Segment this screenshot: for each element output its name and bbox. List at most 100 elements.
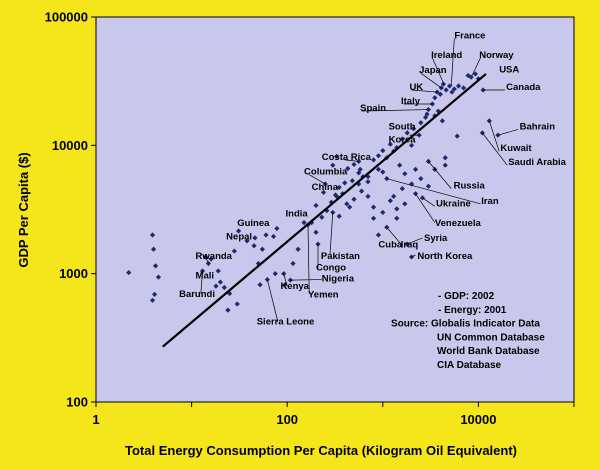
data-point: [435, 108, 441, 114]
data-point: [336, 213, 342, 219]
data-point: [422, 114, 429, 121]
data-point: [380, 209, 386, 216]
data-point: [375, 232, 382, 238]
data-point: [451, 86, 457, 92]
y-tick-label: 1000: [59, 266, 88, 281]
country-label: Yemen: [308, 290, 339, 301]
leader-line: [344, 159, 359, 162]
trend-line: [162, 73, 487, 348]
country-label: Syria: [424, 233, 448, 244]
country-label: Ireland: [431, 50, 462, 61]
source-note-line: - Energy: 2001: [438, 305, 507, 316]
data-point: [213, 283, 219, 289]
data-point: [332, 192, 339, 198]
data-point: [384, 176, 390, 182]
data-point: [402, 201, 408, 207]
data-point: [454, 133, 460, 139]
data-point: [397, 162, 403, 168]
data-point: [215, 268, 221, 274]
data-point: [313, 202, 319, 209]
data-point: [217, 279, 223, 285]
leader-line: [200, 270, 203, 294]
leader-line: [283, 273, 288, 287]
data-point: [365, 193, 371, 200]
data-point: [149, 297, 156, 303]
x-tick-label: 10000: [460, 412, 496, 427]
data-point: [411, 126, 417, 132]
y-tick-label: 100: [66, 395, 88, 410]
country-label: Mali: [196, 270, 214, 281]
data-point: [468, 74, 474, 80]
data-point: [320, 189, 327, 195]
data-point: [251, 243, 257, 249]
data-point: [418, 176, 424, 182]
source-note-line: - GDP: 2002: [438, 291, 495, 302]
leader-line: [482, 132, 508, 166]
data-point: [225, 307, 231, 313]
country-label: Cuba: [378, 239, 402, 250]
data-point: [357, 166, 363, 172]
country-label: Rwanda: [196, 251, 233, 262]
source-note-line: World Bank Database: [437, 346, 540, 357]
leader-line: [290, 279, 322, 281]
data-point: [252, 235, 258, 241]
country-label: Korea: [389, 135, 417, 146]
leader-line: [205, 256, 209, 264]
data-point: [425, 183, 432, 189]
x-tick-label: 100: [276, 412, 298, 427]
leader-line: [386, 227, 400, 243]
y-tick-label: 100000: [45, 10, 88, 25]
country-label: UK: [409, 82, 423, 93]
country-label: USA: [499, 64, 519, 75]
leader-line: [307, 224, 310, 294]
country-label: Kenya: [280, 281, 309, 292]
data-point: [330, 162, 336, 168]
data-point: [455, 83, 462, 89]
leader-line: [407, 237, 423, 245]
leader-line: [361, 109, 429, 112]
data-point: [274, 225, 280, 232]
leader-line: [386, 178, 481, 205]
data-point: [347, 204, 353, 210]
data-point: [443, 87, 449, 93]
country-label: Congo: [316, 262, 346, 273]
source-notes: - GDP: 2002 - Energy: 2001 Source: Globali…: [391, 291, 545, 371]
data-point: [257, 282, 263, 288]
country-label: India: [286, 208, 309, 219]
country-label: Nepal: [226, 231, 252, 242]
data-point: [336, 184, 342, 191]
country-label: Nigeria: [322, 273, 355, 284]
country-label: Kuwait: [500, 143, 532, 154]
data-point: [412, 166, 419, 172]
data-point: [387, 141, 393, 147]
data-point: [408, 142, 415, 148]
data-point: [126, 269, 132, 276]
country-label: Sierra Leone: [257, 317, 315, 328]
data-point: [447, 83, 453, 89]
data-point: [208, 256, 214, 262]
data-point: [375, 166, 382, 172]
data-point: [425, 158, 432, 164]
data-point: [345, 165, 351, 172]
data-point: [475, 76, 481, 82]
data-point: [380, 147, 386, 154]
data-point: [387, 198, 393, 204]
data-point: [234, 301, 240, 307]
data-point: [399, 136, 405, 142]
axis-ticks: 100 1000 10000 100000 1 100 10000: [45, 10, 575, 427]
country-label: Iran: [481, 196, 499, 207]
data-point: [313, 229, 319, 235]
country-label: Columbia: [304, 167, 348, 178]
leader-line: [432, 57, 445, 86]
data-point: [439, 118, 445, 124]
leader-line: [471, 57, 481, 76]
data-point: [358, 188, 365, 194]
data-point: [424, 111, 430, 117]
leader-line: [411, 89, 438, 93]
leader-line: [411, 254, 416, 258]
data-point: [152, 263, 159, 269]
data-point: [418, 120, 424, 126]
data-point: [356, 181, 362, 187]
data-point: [272, 271, 278, 277]
data-point: [432, 95, 438, 101]
